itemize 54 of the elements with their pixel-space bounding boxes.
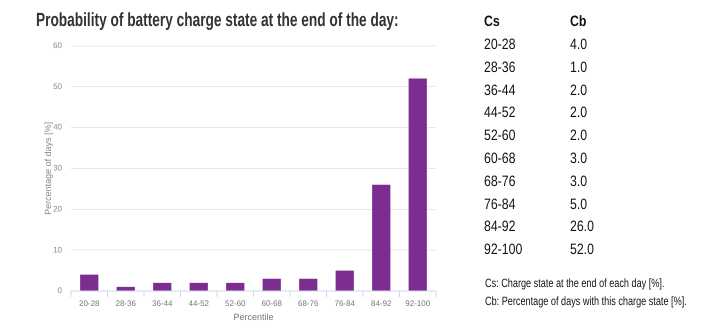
y-tick-label: 50 [53, 82, 63, 91]
x-tick-label: 92-100 [405, 299, 431, 308]
x-tick-label: 68-76 [298, 299, 320, 308]
x-tick-label: 20-28 [79, 299, 100, 308]
x-tick-label: 76-84 [334, 299, 356, 308]
bar [80, 274, 98, 290]
bar [226, 282, 244, 290]
category-label: 20-28 [484, 35, 516, 55]
y-tick-label: 40 [53, 122, 63, 132]
bar [262, 278, 281, 290]
text: 2.0 [570, 104, 588, 122]
category-label: 60-68 [484, 149, 516, 169]
text: Cs: Charge state at the end of each day [%]. [485, 276, 664, 291]
x-axis-title: Percentile [233, 312, 274, 322]
category-label: 52-60 [484, 126, 516, 146]
text: 3.0 [570, 150, 588, 167]
text: Cb: Percentage of days with this charge state [%]. [485, 294, 687, 309]
x-tick-label: 52-60 [225, 299, 246, 308]
text: 2.0 [570, 127, 588, 144]
y-tick-label: 60 [53, 41, 63, 50]
bar [372, 184, 390, 290]
text: 52.0 [570, 241, 594, 258]
bar [153, 282, 172, 290]
y-tick-label: 30 [53, 164, 63, 173]
y-tick-label: 0 [58, 286, 63, 296]
text: 3.0 [570, 172, 588, 190]
category-label: 68-76 [484, 172, 516, 192]
text: Cb [570, 12, 586, 32]
text: 1.0 [570, 58, 588, 76]
category-label: 92-100 [484, 240, 522, 260]
category-label: 36-44 [484, 80, 516, 101]
y-axis-title: Percentage of days [%] [42, 122, 53, 215]
x-tick-label: 36-44 [152, 299, 174, 308]
text: 2.0 [570, 82, 588, 99]
text: 4.0 [570, 36, 588, 53]
y-tick-label: 10 [53, 245, 63, 254]
text: 5.0 [570, 196, 588, 213]
bar [299, 278, 318, 290]
category-label: 44-52 [484, 103, 516, 124]
text: Cs [484, 12, 500, 32]
y-tick-label: 20 [53, 204, 63, 214]
category-label: 28-36 [484, 58, 516, 78]
bar [408, 78, 427, 290]
x-tick-label: 44-52 [188, 299, 210, 308]
bar [190, 282, 208, 290]
x-tick-label: 60-68 [262, 299, 283, 308]
bar [336, 270, 354, 290]
chart-title: Probability of battery charge state at the end of the day: [36, 10, 399, 32]
category-label: 76-84 [484, 194, 516, 215]
text: 26.0 [570, 218, 594, 236]
bar [116, 286, 135, 290]
x-tick-label: 28-36 [116, 299, 137, 308]
x-tick-label: 84-92 [371, 299, 392, 308]
category-label: 84-92 [484, 217, 516, 238]
